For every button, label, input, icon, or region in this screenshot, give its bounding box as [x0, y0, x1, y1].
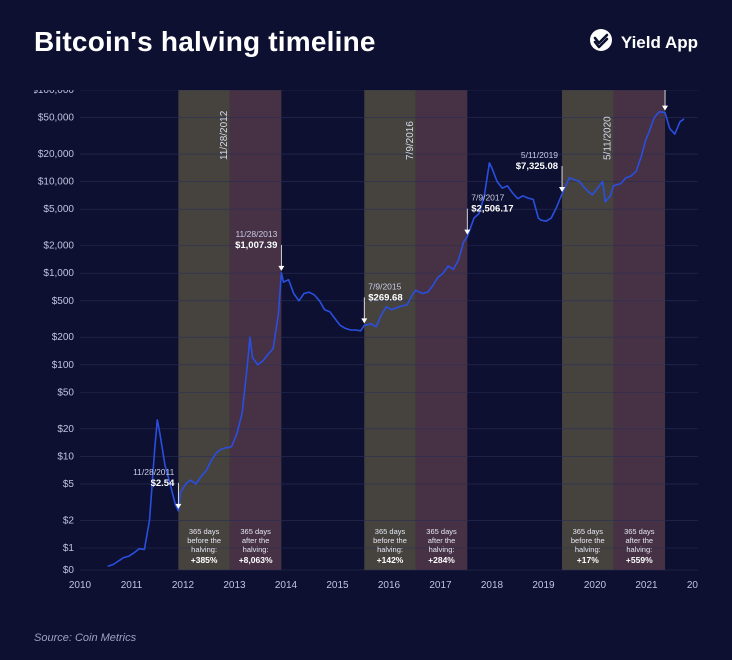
svg-text:halving:: halving:	[243, 545, 269, 554]
svg-text:365 days: 365 days	[426, 527, 457, 536]
svg-text:7/9/2016: 7/9/2016	[405, 121, 416, 160]
svg-text:+17%: +17%	[577, 555, 599, 565]
svg-text:365 days: 365 days	[240, 527, 271, 536]
svg-text:$5: $5	[63, 479, 75, 490]
svg-text:+142%: +142%	[377, 555, 404, 565]
svg-text:11/28/2011: 11/28/2011	[133, 467, 175, 477]
svg-text:+559%: +559%	[626, 555, 653, 565]
svg-text:$7,325.08: $7,325.08	[516, 161, 558, 172]
svg-text:+284%: +284%	[428, 555, 455, 565]
svg-text:$100: $100	[52, 360, 75, 371]
svg-text:365 days: 365 days	[375, 527, 406, 536]
svg-text:365 days: 365 days	[624, 527, 655, 536]
page-title: Bitcoin's halving timeline	[34, 26, 376, 58]
svg-text:2021: 2021	[635, 580, 658, 591]
svg-text:$10: $10	[57, 451, 74, 462]
logo-icon	[589, 28, 613, 57]
svg-text:before the: before the	[373, 536, 407, 545]
svg-text:$1: $1	[63, 543, 75, 554]
svg-text:before the: before the	[187, 536, 221, 545]
svg-text:$200: $200	[52, 332, 75, 343]
svg-text:$50: $50	[57, 387, 74, 398]
svg-text:halving:: halving:	[626, 545, 652, 554]
svg-text:2012: 2012	[172, 580, 195, 591]
logo-text: Yield App	[621, 33, 698, 53]
svg-text:5/11/2020: 5/11/2020	[603, 116, 614, 160]
svg-text:2019: 2019	[532, 580, 555, 591]
svg-text:11/28/2012: 11/28/2012	[219, 110, 230, 160]
svg-text:2018: 2018	[481, 580, 504, 591]
chart-svg: $1 $2 $5 $10 $20 $50 $100 $200 $500 $1,000 $2,000 $…	[34, 90, 698, 620]
svg-text:2010: 2010	[69, 580, 92, 591]
svg-text:11/28/2013: 11/28/2013	[235, 229, 277, 239]
svg-text:5/11/2019: 5/11/2019	[521, 150, 558, 160]
svg-text:2011: 2011	[121, 580, 143, 591]
brand-logo: Yield App	[589, 28, 698, 57]
svg-text:$2.54: $2.54	[151, 478, 175, 489]
svg-text:$100,000: $100,000	[34, 90, 74, 96]
svg-text:$500: $500	[52, 296, 75, 307]
svg-text:$5,000: $5,000	[43, 204, 74, 215]
svg-text:halving:: halving:	[429, 545, 455, 554]
svg-text:$10,000: $10,000	[38, 177, 75, 188]
svg-text:2022: 2022	[687, 580, 698, 591]
page-root: Bitcoin's halving timeline Yield App $1$…	[0, 0, 732, 660]
svg-text:$1,007.39: $1,007.39	[235, 240, 277, 251]
svg-text:7/9/2015: 7/9/2015	[368, 281, 401, 291]
svg-text:365 days: 365 days	[189, 527, 220, 536]
price-chart: $1 $2 $5 $10 $20 $50 $100 $200 $500 $1,000 $2,000 $…	[34, 90, 698, 620]
svg-text:before the: before the	[571, 536, 605, 545]
svg-text:$50,000: $50,000	[38, 113, 75, 124]
svg-text:2020: 2020	[584, 580, 607, 591]
svg-text:$269.68: $269.68	[368, 292, 402, 303]
svg-text:2015: 2015	[326, 580, 349, 591]
svg-text:2013: 2013	[223, 580, 246, 591]
svg-text:$2: $2	[63, 515, 75, 526]
svg-text:$20: $20	[57, 424, 74, 435]
source-citation: Source: Coin Metrics	[34, 632, 136, 644]
svg-text:7/9/2017: 7/9/2017	[471, 193, 504, 203]
svg-text:$2,000: $2,000	[43, 241, 74, 252]
svg-text:after the: after the	[626, 536, 654, 545]
svg-text:$0: $0	[63, 565, 75, 576]
svg-text:2016: 2016	[378, 580, 401, 591]
svg-text:$20,000: $20,000	[38, 149, 75, 160]
svg-text:after the: after the	[242, 536, 270, 545]
svg-text:halving:: halving:	[377, 545, 403, 554]
svg-text:+8,063%: +8,063%	[239, 555, 273, 565]
svg-text:after the: after the	[428, 536, 456, 545]
svg-text:$1,000: $1,000	[43, 268, 74, 279]
svg-text:2014: 2014	[275, 580, 298, 591]
svg-text:halving:: halving:	[575, 545, 601, 554]
svg-text:$56,612.10: $56,612.10	[669, 90, 698, 91]
svg-text:2017: 2017	[429, 580, 452, 591]
svg-text:$2,506.17: $2,506.17	[471, 204, 513, 215]
svg-text:halving:: halving:	[191, 545, 217, 554]
svg-text:+385%: +385%	[191, 555, 218, 565]
svg-text:365 days: 365 days	[573, 527, 604, 536]
